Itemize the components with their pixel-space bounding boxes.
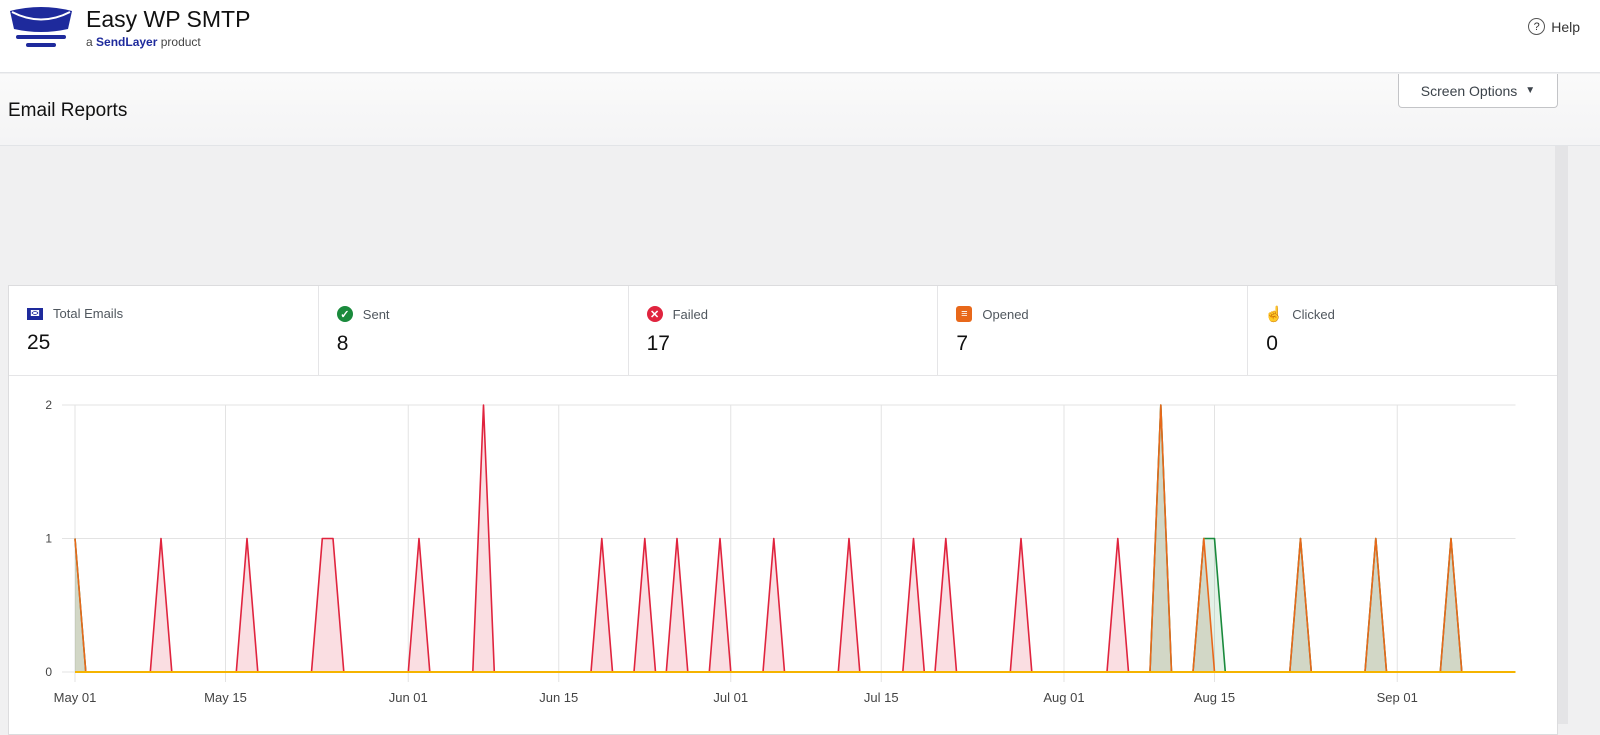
x-tick-label: May 01: [54, 690, 97, 705]
y-tick-label: 2: [45, 398, 52, 412]
help-button[interactable]: ? Help: [1528, 18, 1580, 35]
y-tick-label: 0: [45, 665, 52, 679]
opened-envelope-icon: ≡: [956, 306, 973, 322]
x-tick-label: Jun 01: [389, 690, 428, 705]
page-title: Email Reports: [8, 100, 128, 121]
x-circle-icon: ✕: [646, 306, 663, 322]
sent-area: [75, 405, 1516, 672]
pointer-hand-icon: ☝: [1264, 306, 1284, 323]
stat-label: Opened: [982, 306, 1029, 322]
email-reports-chart: 0 1 2 May 01 May 15 Jun 01 Jun 15 Jul 01 Jul 15 A…: [45, 398, 1516, 705]
stat-sent: ✓ Sent 8: [319, 286, 629, 375]
help-icon: ?: [1528, 18, 1546, 35]
top-bar: Easy WP SMTP a SendLayer product ? Help: [0, 0, 1600, 73]
stats-row: ✉ Total Emails 25 ✓ Sent 8 ✕ Failed 17 ≡ Ope…: [9, 286, 1557, 376]
envelope-icon: ✉: [27, 307, 43, 320]
screen-options-button[interactable]: Screen Options ▼: [1398, 74, 1558, 108]
check-circle-icon: ✓: [336, 306, 353, 322]
stat-total-emails: ✉ Total Emails 25: [9, 286, 319, 375]
stat-label: Clicked: [1292, 306, 1335, 322]
scrollbar[interactable]: [1555, 146, 1568, 724]
stat-value: 7: [956, 332, 969, 355]
stat-failed: ✕ Failed 17: [629, 286, 939, 375]
x-tick-label: Sep 01: [1377, 690, 1418, 705]
brand-name: Easy WP SMTP: [86, 6, 251, 32]
opened-area: [75, 405, 1516, 672]
stat-value: 0: [1266, 332, 1278, 355]
title-bar: Email Reports: [0, 74, 1600, 146]
help-label: Help: [1551, 18, 1580, 35]
easy-wp-smtp-logo: [10, 7, 72, 47]
caret-down-icon: ▼: [1525, 85, 1536, 96]
x-tick-label: Aug 15: [1194, 690, 1235, 705]
brand-tagline: a SendLayer product: [86, 35, 201, 49]
stat-label: Failed: [672, 306, 709, 322]
stat-clicked: ☝ Clicked 0: [1248, 286, 1557, 375]
stat-label: Sent: [362, 306, 390, 322]
x-tick-label: Aug 01: [1043, 690, 1084, 705]
y-tick-label: 1: [45, 532, 52, 546]
x-tick-label: May 15: [204, 690, 247, 705]
stat-opened: ≡ Opened 7: [938, 286, 1249, 375]
x-tick-label: Jun 15: [539, 690, 578, 705]
stat-value: 17: [646, 332, 670, 355]
stat-value: 25: [27, 331, 51, 354]
x-tick-label: Jul 15: [864, 690, 899, 705]
stat-value: 8: [336, 332, 349, 355]
screen-options-label: Screen Options: [1420, 82, 1518, 99]
stat-label: Total Emails: [53, 306, 124, 321]
x-tick-label: Jul 01: [713, 690, 748, 705]
